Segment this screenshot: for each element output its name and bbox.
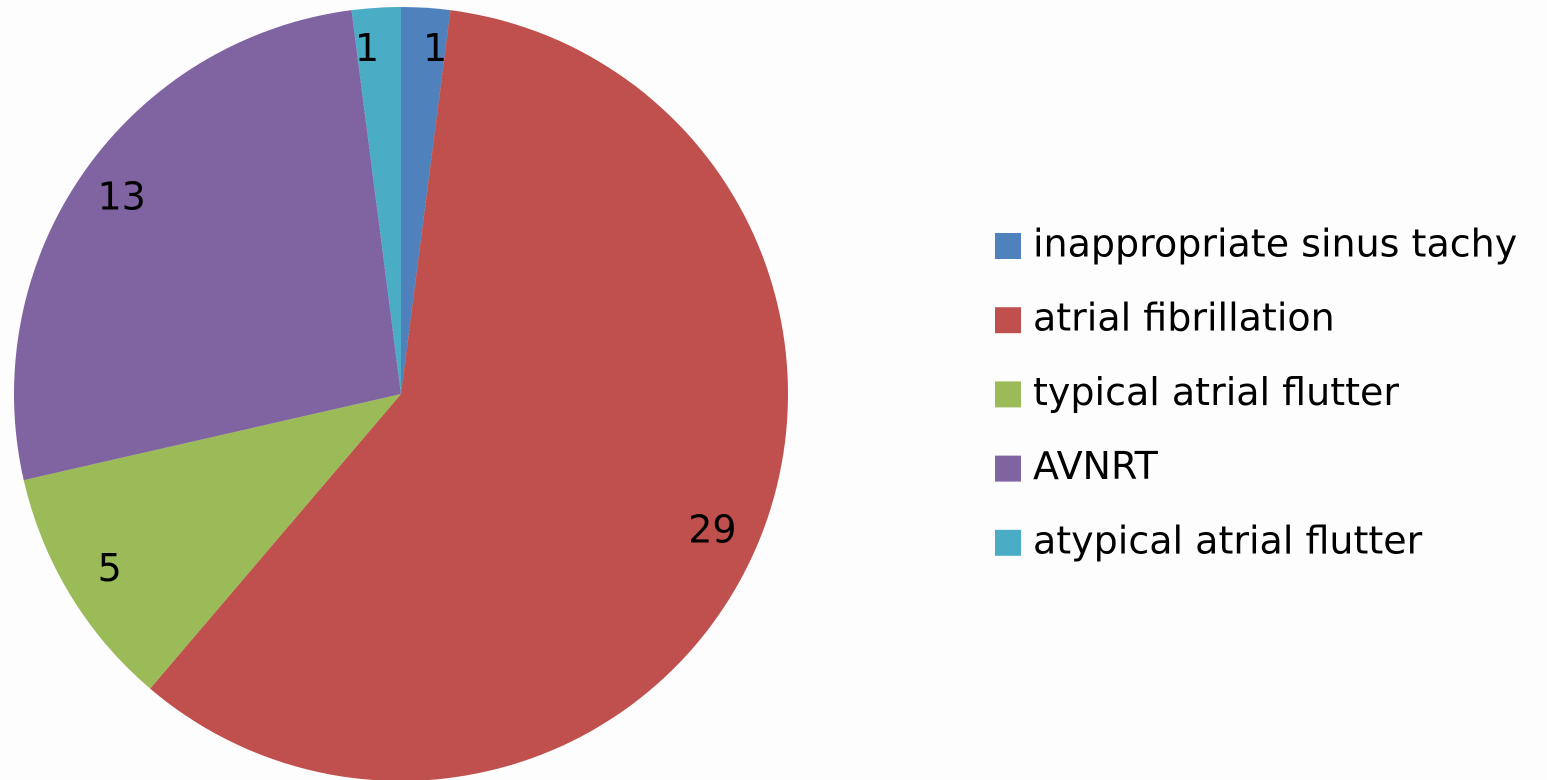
legend-label: atrial fibrillation bbox=[1033, 296, 1335, 340]
pie bbox=[13, 7, 788, 780]
pie-slice bbox=[23, 394, 401, 689]
legend-swatch bbox=[995, 233, 1021, 259]
legend-swatch bbox=[995, 307, 1021, 334]
legend-swatch bbox=[995, 455, 1021, 482]
data-label: 1 bbox=[355, 26, 379, 70]
legend-label: AVNRT bbox=[1033, 444, 1159, 488]
data-label: 5 bbox=[98, 546, 122, 590]
legend-label: atypical atrial flutter bbox=[1033, 518, 1423, 562]
pie-slice bbox=[401, 7, 451, 394]
pie-slice bbox=[150, 10, 788, 780]
legend-label: inappropriate sinus tachy bbox=[1033, 222, 1517, 266]
legend: inappropriate sinus tachy atrial fibrilla… bbox=[995, 222, 1517, 562]
data-label: 1 bbox=[423, 26, 447, 70]
pie-slice bbox=[13, 10, 401, 481]
legend-label: typical atrial flutter bbox=[1033, 370, 1399, 414]
data-labels: 1 29 5 13 1 bbox=[98, 26, 737, 590]
data-label: 13 bbox=[98, 175, 146, 219]
legend-swatch bbox=[995, 381, 1021, 408]
data-label: 29 bbox=[688, 507, 736, 551]
pie-slice bbox=[351, 7, 401, 394]
legend-swatch bbox=[995, 529, 1021, 556]
